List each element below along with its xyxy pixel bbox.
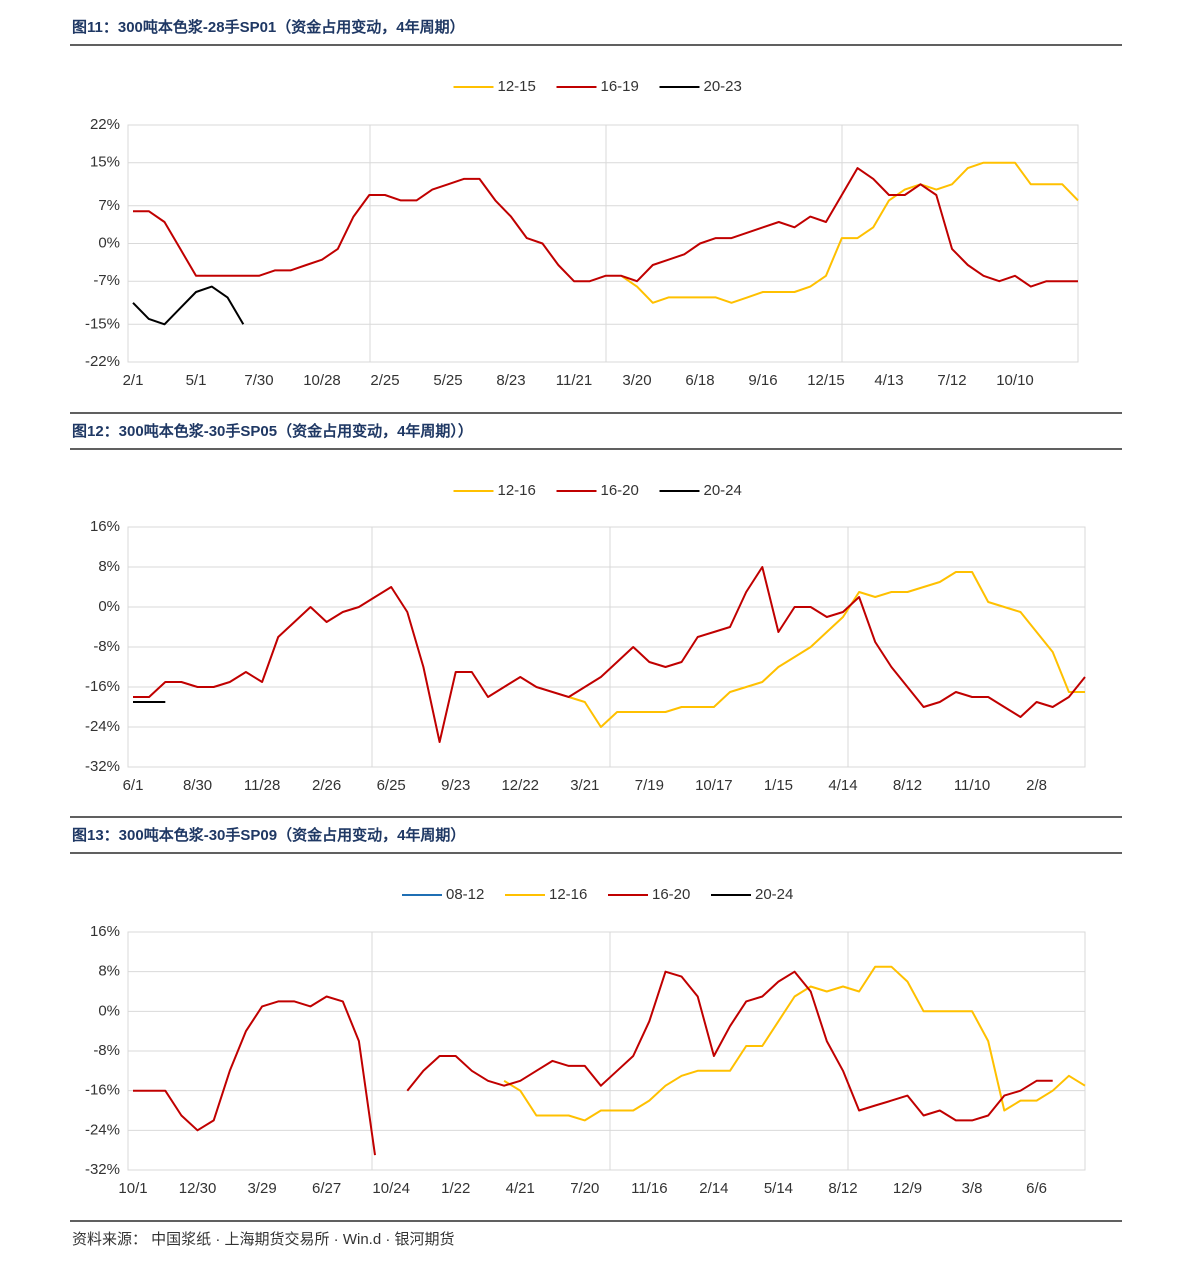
x-tick-label: 7/30 xyxy=(244,372,273,389)
x-tick-label: 11/28 xyxy=(244,777,280,794)
y-tick-label: 7% xyxy=(98,197,120,214)
legend-label: 12-16 xyxy=(498,482,536,499)
y-tick-label: 22% xyxy=(90,116,120,133)
x-tick-label: 10/1 xyxy=(118,1180,147,1197)
x-tick-label: 5/1 xyxy=(186,372,207,389)
chart-title: 图11：300吨本色浆-28手SP01（资金占用变动，4年周期） xyxy=(72,18,465,36)
x-tick-label: 10/28 xyxy=(303,372,341,389)
x-tick-label: 10/10 xyxy=(996,372,1034,389)
series-line xyxy=(132,285,245,326)
series-line xyxy=(133,566,1086,743)
x-tick-label: 2/8 xyxy=(1026,777,1047,794)
x-tick-label: 12/9 xyxy=(893,1180,922,1197)
x-tick-label: 4/13 xyxy=(874,372,903,389)
x-tick-label: 8/23 xyxy=(496,372,525,389)
y-tick-label: -8% xyxy=(93,1042,120,1059)
legend-label: 12-16 xyxy=(549,886,587,903)
x-tick-label: 2/1 xyxy=(123,372,144,389)
x-tick-label: 3/20 xyxy=(622,372,651,389)
x-tick-label: 8/12 xyxy=(828,1180,857,1197)
x-tick-label: 6/1 xyxy=(123,777,144,794)
x-tick-label: 11/21 xyxy=(556,372,592,389)
x-tick-label: 3/21 xyxy=(570,777,599,794)
x-tick-label: 7/19 xyxy=(635,777,664,794)
x-tick-label: 10/24 xyxy=(372,1180,410,1197)
x-tick-label: 2/14 xyxy=(699,1180,728,1197)
y-tick-label: 15% xyxy=(90,154,120,171)
y-tick-label: -24% xyxy=(85,718,120,735)
x-tick-label: 1/22 xyxy=(441,1180,470,1197)
series-line xyxy=(133,167,1078,288)
x-tick-label: 4/21 xyxy=(506,1180,535,1197)
x-tick-label: 3/29 xyxy=(247,1180,276,1197)
y-tick-label: -16% xyxy=(85,678,120,695)
x-tick-label: 9/23 xyxy=(441,777,470,794)
x-tick-label: 8/12 xyxy=(893,777,922,794)
legend-label: 16-19 xyxy=(601,78,639,95)
x-tick-label: 3/8 xyxy=(962,1180,983,1197)
x-tick-label: 9/16 xyxy=(748,372,777,389)
y-tick-label: -16% xyxy=(85,1082,120,1099)
y-tick-label: -24% xyxy=(85,1121,120,1138)
x-tick-label: 8/30 xyxy=(183,777,212,794)
x-tick-label: 7/12 xyxy=(937,372,966,389)
y-tick-label: -8% xyxy=(93,638,120,655)
legend-label: 12-15 xyxy=(498,78,536,95)
y-tick-label: 16% xyxy=(90,518,120,535)
y-tick-label: 0% xyxy=(98,1002,120,1019)
x-tick-label: 2/26 xyxy=(312,777,341,794)
y-tick-label: 8% xyxy=(98,558,120,575)
source-note: 资料来源： 中国浆纸 · 上海期货交易所 · Win.d · 银河期货 xyxy=(72,1230,455,1248)
legend-label: 20-24 xyxy=(755,886,793,903)
legend-label: 20-24 xyxy=(704,482,742,499)
chart-title: 图12：300吨本色浆-30手SP05（资金占用变动，4年周期）） xyxy=(72,422,473,440)
x-tick-label: 12/15 xyxy=(807,372,845,389)
x-tick-label: 12/30 xyxy=(179,1180,217,1197)
x-tick-label: 1/15 xyxy=(764,777,793,794)
x-tick-label: 11/10 xyxy=(954,777,990,794)
legend-label: 16-20 xyxy=(652,886,690,903)
series-line xyxy=(503,965,1086,1122)
legend-label: 08-12 xyxy=(446,886,484,903)
x-tick-label: 6/18 xyxy=(685,372,714,389)
series-line xyxy=(620,161,1079,304)
x-tick-label: 6/27 xyxy=(312,1180,341,1197)
y-tick-label: -7% xyxy=(93,272,120,289)
x-tick-label: 7/20 xyxy=(570,1180,599,1197)
x-tick-label: 6/25 xyxy=(377,777,406,794)
series-line xyxy=(133,970,1053,1156)
y-tick-label: -15% xyxy=(85,315,120,332)
y-tick-label: 8% xyxy=(98,963,120,980)
series-line xyxy=(568,571,1085,728)
legend-label: 20-23 xyxy=(704,78,742,95)
y-tick-label: -32% xyxy=(85,758,120,775)
x-tick-label: 12/22 xyxy=(501,777,539,794)
x-tick-label: 5/14 xyxy=(764,1180,793,1197)
y-tick-label: 0% xyxy=(98,234,120,251)
x-tick-label: 10/17 xyxy=(695,777,733,794)
y-tick-label: 16% xyxy=(90,923,120,940)
x-tick-label: 6/6 xyxy=(1026,1180,1047,1197)
x-tick-label: 5/25 xyxy=(433,372,462,389)
x-tick-label: 4/14 xyxy=(828,777,857,794)
x-tick-label: 11/16 xyxy=(631,1180,667,1197)
y-tick-label: 0% xyxy=(98,598,120,615)
x-tick-label: 2/25 xyxy=(370,372,399,389)
y-tick-label: -32% xyxy=(85,1161,120,1178)
y-tick-label: -22% xyxy=(85,353,120,370)
legend-label: 16-20 xyxy=(601,482,639,499)
chart-title: 图13：300吨本色浆-30手SP09（资金占用变动，4年周期） xyxy=(72,826,465,844)
